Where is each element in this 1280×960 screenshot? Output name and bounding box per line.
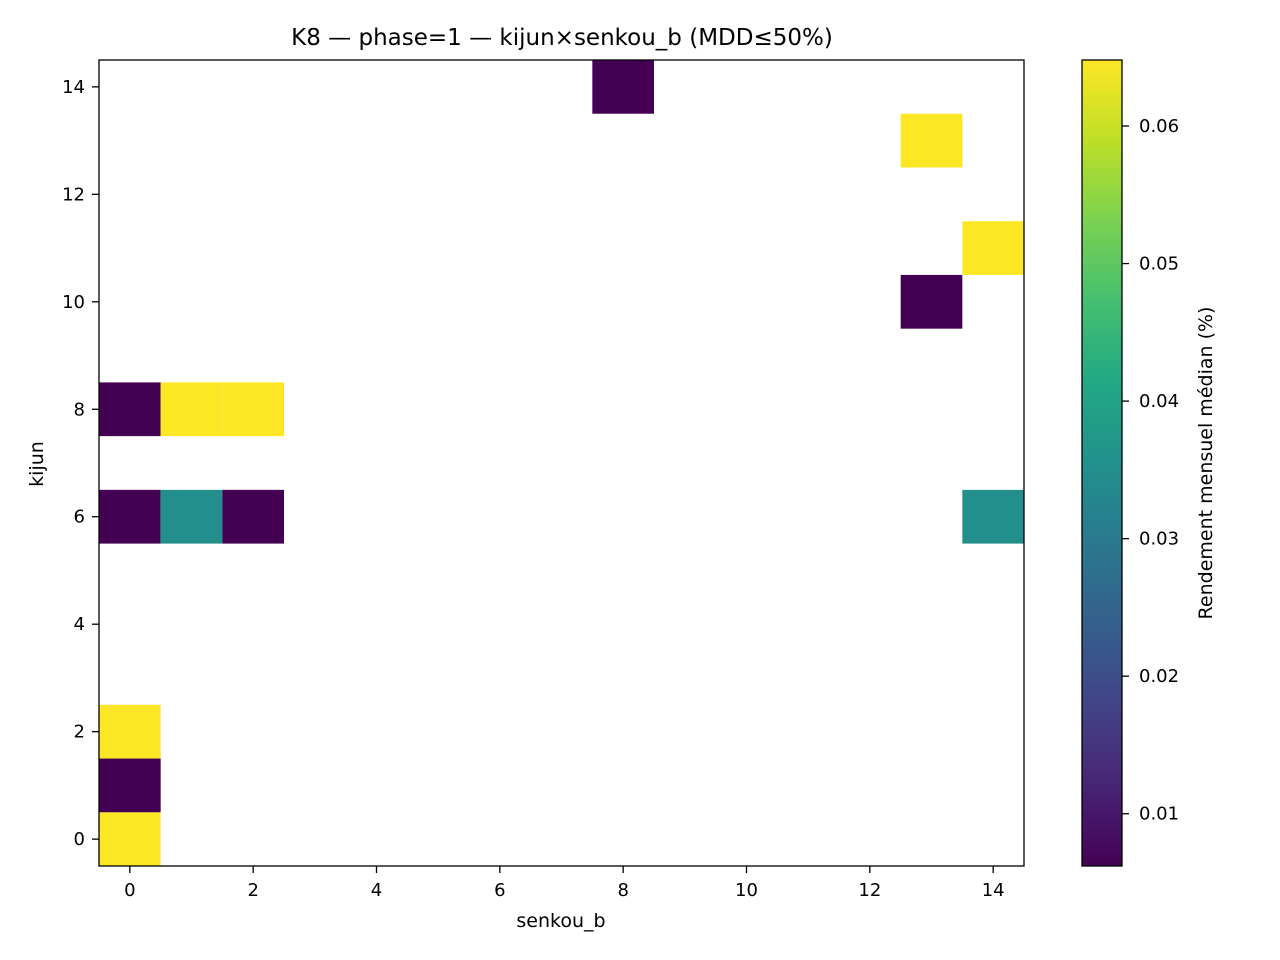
x-tick-label: 10: [735, 880, 758, 901]
plot-frame: [98, 59, 1025, 867]
x-tick-label: 4: [371, 880, 382, 901]
heatmap-cell: [99, 812, 161, 866]
y-axis-label: kijun: [26, 441, 48, 487]
heatmap-cell: [592, 60, 654, 114]
x-axis-ticks: 0 2 4 6 8 10 12 14: [124, 866, 1005, 901]
colorbar-tick-label: 0.04: [1139, 391, 1179, 412]
y-tick-label: 0: [74, 829, 85, 850]
y-tick-label: 4: [74, 614, 85, 635]
colorbar-ticks: 0.01 0.02 0.03 0.04 0.05 0.06: [1122, 116, 1179, 825]
heatmap-cell: [99, 758, 161, 813]
colorbar-tick-label: 0.05: [1139, 254, 1179, 275]
x-tick-label: 14: [982, 880, 1005, 901]
colorbar: [1082, 60, 1122, 866]
heatmap-cell: [99, 382, 161, 437]
y-tick-label: 12: [62, 184, 85, 205]
colorbar-tick-label: 0.03: [1139, 529, 1179, 550]
colorbar-label: Rendement mensuel médian (%): [1195, 307, 1217, 620]
heatmap-cell: [962, 221, 1024, 275]
heatmap-cells: [99, 60, 1024, 866]
y-tick-label: 6: [74, 507, 85, 528]
y-axis-ticks: 0 2 4 6 8 10 12 14: [62, 77, 99, 850]
heatmap-cell: [222, 489, 284, 544]
x-tick-label: 8: [617, 880, 628, 901]
y-tick-label: 2: [74, 722, 85, 743]
colorbar-tick-label: 0.01: [1139, 804, 1179, 825]
heatmap-cell: [222, 382, 284, 437]
x-tick-label: 12: [858, 880, 881, 901]
colorbar-tick-label: 0.06: [1139, 116, 1179, 137]
x-tick-label: 2: [247, 880, 258, 901]
x-axis-label: senkou_b: [516, 910, 605, 932]
heatmap-cell: [900, 113, 963, 168]
heatmap-cell: [99, 489, 161, 544]
heatmap-cell: [962, 489, 1024, 544]
x-tick-label: 0: [124, 880, 135, 901]
heatmap-cell: [160, 382, 223, 437]
x-tick-label: 6: [494, 880, 505, 901]
y-tick-label: 8: [74, 399, 85, 420]
y-tick-label: 14: [62, 77, 85, 98]
y-tick-label: 10: [62, 292, 85, 313]
heatmap-cell: [160, 489, 223, 544]
colorbar-frame: [1081, 59, 1123, 867]
colorbar-tick-label: 0.02: [1139, 666, 1179, 687]
chart-title: K8 — phase=1 — kijun×senkou_b (MDD≤50%): [291, 25, 833, 51]
heatmap-cell: [99, 704, 161, 759]
heatmap-cell: [900, 274, 963, 329]
